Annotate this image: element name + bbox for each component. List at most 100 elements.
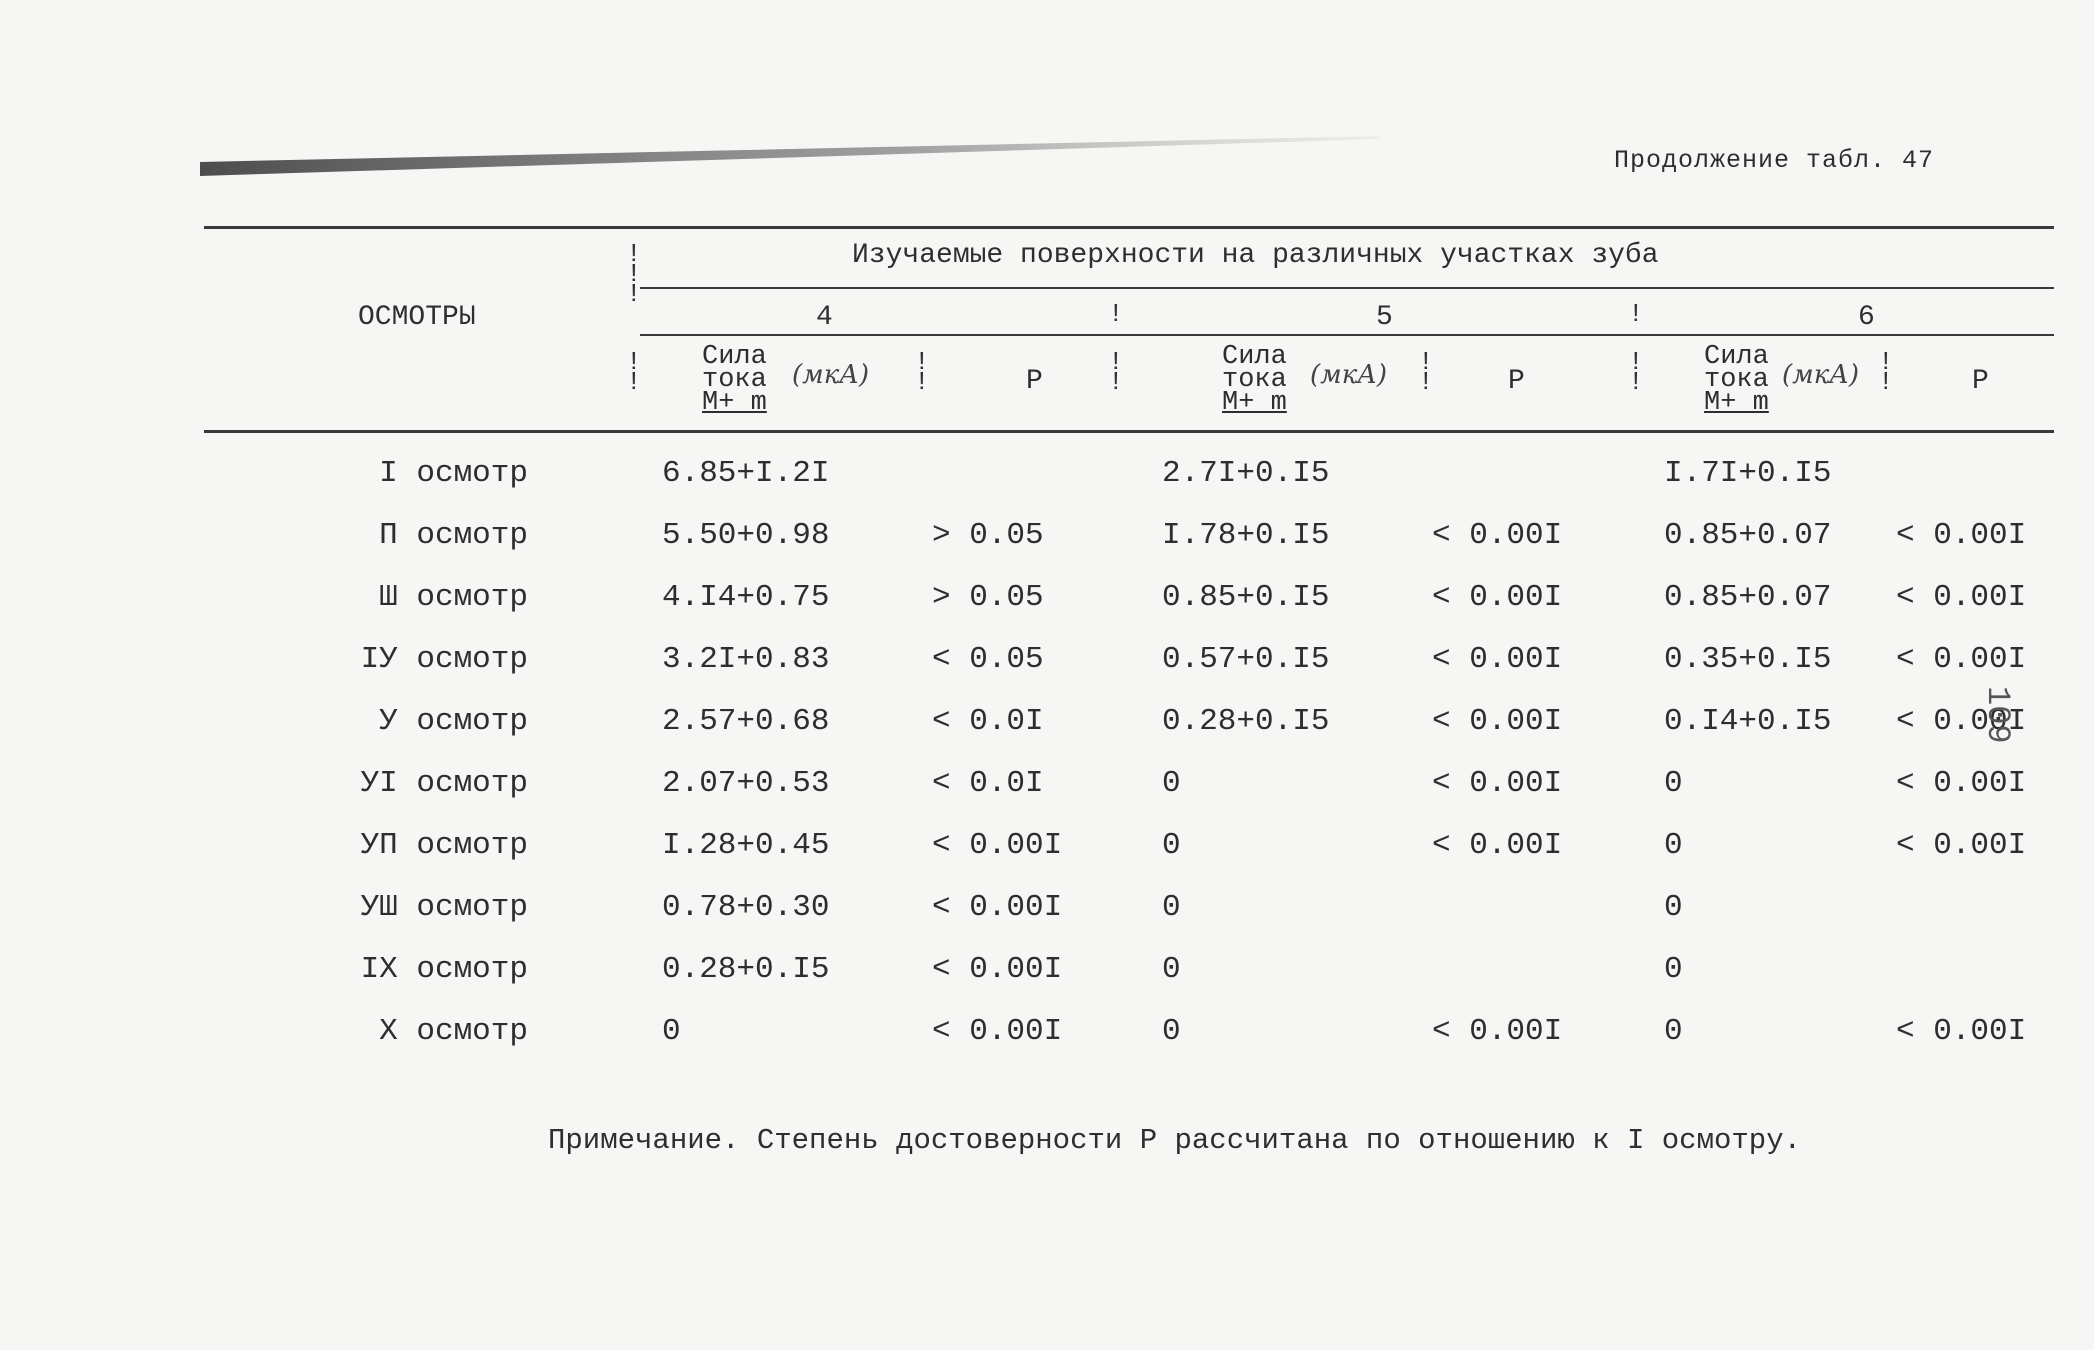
table-caption: Продолжение табл. 47 <box>1613 146 1934 175</box>
scan-streak <box>200 136 1380 176</box>
row-header-label: ОСМОТРЫ <box>358 302 476 333</box>
site-4-label: 4 <box>816 302 833 333</box>
row-label: УШ осмотр <box>360 890 528 925</box>
current-value-site-4: 0 <box>662 1014 681 1049</box>
p-value-site-6: < 0.00I <box>1896 1014 2027 1049</box>
page-number: 109 <box>1979 686 2016 744</box>
separator-marks: ! <box>1108 299 1124 329</box>
separator-marks: !! <box>1878 347 1894 397</box>
site-rule <box>640 334 2054 336</box>
current-value-site-4: 2.07+0.53 <box>662 766 830 801</box>
current-value-site-6: 0 <box>1664 1014 1683 1049</box>
row-label: У осмотр <box>379 704 528 739</box>
p-value-site-4: < 0.05 <box>932 642 1044 677</box>
p-value-site-4: < 0.0I <box>932 704 1044 739</box>
current-value-site-4: 3.2I+0.83 <box>662 642 830 677</box>
row-label: IX осмотр <box>360 952 528 987</box>
current-value-site-6: 0.85+0.07 <box>1664 580 1832 615</box>
p-value-site-4: < 0.00I <box>932 1014 1063 1049</box>
separator-marks: !! <box>1108 347 1124 397</box>
row-label: X осмотр <box>379 1014 528 1049</box>
separator-marks: ! <box>1628 299 1644 329</box>
row-label: УI осмотр <box>360 766 528 801</box>
current-value-site-5: 0 <box>1162 1014 1181 1049</box>
site-5-label: 5 <box>1376 302 1393 333</box>
current-value-site-6: 0 <box>1664 828 1683 863</box>
current-value-site-6: 0 <box>1664 890 1683 925</box>
p-value-site-4: > 0.05 <box>932 518 1044 553</box>
table-row: У осмотр 2.57+0.68 < 0.0I 0.28+0.I5 < 0.… <box>0 704 2094 754</box>
table-top-rule <box>204 226 2054 229</box>
group-rule <box>640 287 2054 289</box>
p-value-site-4: < 0.00I <box>932 952 1063 987</box>
table-row: X осмотр 0 < 0.00I 0 < 0.00I 0 < 0.00I <box>0 1014 2094 1064</box>
current-unit-site-5: (мкА) <box>1310 360 1388 390</box>
table-row: УШ осмотр 0.78+0.30 < 0.00I 0 0 <box>0 890 2094 940</box>
current-value-site-6: 0 <box>1664 766 1683 801</box>
current-value-site-5: 0 <box>1162 890 1181 925</box>
current-value-site-5: 0.85+0.I5 <box>1162 580 1330 615</box>
p-value-site-6: < 0.00I <box>1896 766 2027 801</box>
p-value-site-6: < 0.00I <box>1896 704 2027 739</box>
current-unit-site-6: (мкА) <box>1782 360 1860 390</box>
p-value-site-4: < 0.0I <box>932 766 1044 801</box>
p-value-site-6: < 0.00I <box>1896 642 2027 677</box>
current-value-site-6: 0.35+0.I5 <box>1664 642 1832 677</box>
p-value-site-6: < 0.00I <box>1896 580 2027 615</box>
current-value-site-4: 0.28+0.I5 <box>662 952 830 987</box>
table-row: IX осмотр 0.28+0.I5 < 0.00I 0 0 <box>0 952 2094 1002</box>
current-value-site-6: 0 <box>1664 952 1683 987</box>
current-header-site-6: Сила тока М+ m <box>1704 342 1769 418</box>
table-row: IУ осмотр 3.2I+0.83 < 0.05 0.57+0.I5 < 0… <box>0 642 2094 692</box>
row-label: Ш осмотр <box>379 580 528 615</box>
p-value-site-6: < 0.00I <box>1896 828 2027 863</box>
current-value-site-5: I.78+0.I5 <box>1162 518 1330 553</box>
separator-marks: !! <box>1628 347 1644 397</box>
current-value-site-5: 0 <box>1162 952 1181 987</box>
separator-marks: !! <box>626 347 642 397</box>
separator-marks: !! <box>914 347 930 397</box>
group-title: Изучаемые поверхности на различных участ… <box>852 240 1659 271</box>
current-value-site-5: 0.57+0.I5 <box>1162 642 1330 677</box>
table-row: П осмотр 5.50+0.98 > 0.05 I.78+0.I5 < 0.… <box>0 518 2094 568</box>
current-value-site-5: 2.7I+0.I5 <box>1162 456 1330 491</box>
current-unit-site-4: (мкА) <box>792 360 870 390</box>
p-value-site-4: < 0.00I <box>932 828 1063 863</box>
p-header-site-4: Р <box>1026 366 1043 397</box>
row-label: I осмотр <box>379 456 528 491</box>
p-value-site-4: < 0.00I <box>932 890 1063 925</box>
p-value-site-5: < 0.00I <box>1432 704 1563 739</box>
table-note: Примечание. Степень достоверности Р расс… <box>548 1124 1802 1157</box>
table-row: УI осмотр 2.07+0.53 < 0.0I 0 < 0.00I 0 <… <box>0 766 2094 816</box>
table-row: Ш осмотр 4.I4+0.75 > 0.05 0.85+0.I5 < 0.… <box>0 580 2094 630</box>
row-label: IУ осмотр <box>360 642 528 677</box>
p-header-site-6: Р <box>1972 366 1989 397</box>
current-value-site-4: 4.I4+0.75 <box>662 580 830 615</box>
row-label: УП осмотр <box>360 828 528 863</box>
current-value-site-4: I.28+0.45 <box>662 828 830 863</box>
p-value-site-5: < 0.00I <box>1432 518 1563 553</box>
current-header-site-4: Сила тока М+ m <box>702 342 767 418</box>
current-value-site-6: 0.85+0.07 <box>1664 518 1832 553</box>
current-value-site-4: 2.57+0.68 <box>662 704 830 739</box>
p-header-site-5: Р <box>1508 366 1525 397</box>
current-value-site-6: I.7I+0.I5 <box>1664 456 1832 491</box>
separator-marks: !!! <box>626 239 642 309</box>
p-value-site-5: < 0.00I <box>1432 642 1563 677</box>
table-row: УП осмотр I.28+0.45 < 0.00I 0 < 0.00I 0 … <box>0 828 2094 878</box>
site-6-label: 6 <box>1858 302 1875 333</box>
current-header-site-5: Сила тока М+ m <box>1222 342 1287 418</box>
current-value-site-5: 0 <box>1162 766 1181 801</box>
current-value-site-4: 6.85+I.2I <box>662 456 830 491</box>
current-value-site-5: 0.28+0.I5 <box>1162 704 1330 739</box>
p-value-site-5: < 0.00I <box>1432 766 1563 801</box>
p-value-site-5: < 0.00I <box>1432 580 1563 615</box>
current-value-site-6: 0.I4+0.I5 <box>1664 704 1832 739</box>
current-value-site-4: 5.50+0.98 <box>662 518 830 553</box>
separator-marks: !! <box>1418 347 1434 397</box>
row-label: П осмотр <box>379 518 528 553</box>
p-value-site-6: < 0.00I <box>1896 518 2027 553</box>
p-value-site-4: > 0.05 <box>932 580 1044 615</box>
current-value-site-5: 0 <box>1162 828 1181 863</box>
